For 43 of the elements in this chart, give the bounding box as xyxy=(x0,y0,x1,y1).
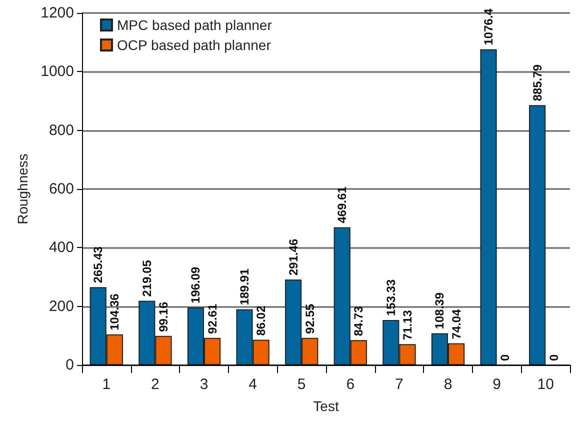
data-label: 153.33 xyxy=(384,278,398,316)
data-label: 189.91 xyxy=(238,268,252,306)
x-tick-label: 3 xyxy=(200,376,208,393)
data-label: 885.79 xyxy=(530,64,544,102)
data-label: 0 xyxy=(498,354,512,361)
bar xyxy=(480,49,497,365)
x-tick-label: 1 xyxy=(102,376,111,393)
data-label: 265.43 xyxy=(91,246,106,284)
data-label: 108.39 xyxy=(432,292,447,330)
y-tick-label: 600 xyxy=(48,180,74,198)
data-label: 74.04 xyxy=(449,308,464,340)
y-axis-title: Roughness xyxy=(14,154,31,224)
data-label: 71.13 xyxy=(400,310,414,340)
y-tick-label: 400 xyxy=(48,239,74,256)
y-tick-label: 800 xyxy=(48,122,74,139)
x-tick-label: 7 xyxy=(395,376,404,393)
y-tick-label: 0 xyxy=(66,356,74,374)
data-label: 84.73 xyxy=(352,306,366,336)
x-tick-label: 9 xyxy=(492,376,501,393)
legend-label: MPC based path planner xyxy=(117,17,272,33)
data-label: 92.55 xyxy=(302,303,317,334)
data-label: 196.09 xyxy=(188,266,203,304)
x-tick-label: 2 xyxy=(151,376,160,393)
y-tick-label: 200 xyxy=(48,298,74,315)
x-tick-label: 10 xyxy=(537,376,554,393)
data-label: 86.02 xyxy=(254,305,268,336)
data-label: 92.61 xyxy=(205,303,220,334)
y-tick-label: 1000 xyxy=(40,63,74,80)
bar xyxy=(529,105,546,365)
x-tick-label: 6 xyxy=(346,376,355,393)
legend-label: OCP based path planner xyxy=(117,37,272,53)
x-axis-title: Test xyxy=(313,398,339,414)
data-label: 104.36 xyxy=(108,293,122,330)
data-label: 0 xyxy=(546,354,561,361)
data-label: 469.61 xyxy=(335,186,350,224)
data-label: 99.16 xyxy=(156,302,170,332)
y-tick-label: 1200 xyxy=(40,4,74,22)
data-label: 219.05 xyxy=(140,260,154,297)
data-label: 291.46 xyxy=(286,238,300,276)
x-tick-label: 5 xyxy=(297,376,306,393)
x-tick-label: 8 xyxy=(444,376,452,393)
x-tick-label: 4 xyxy=(248,376,257,393)
data-label: 1076.4 xyxy=(482,8,496,46)
